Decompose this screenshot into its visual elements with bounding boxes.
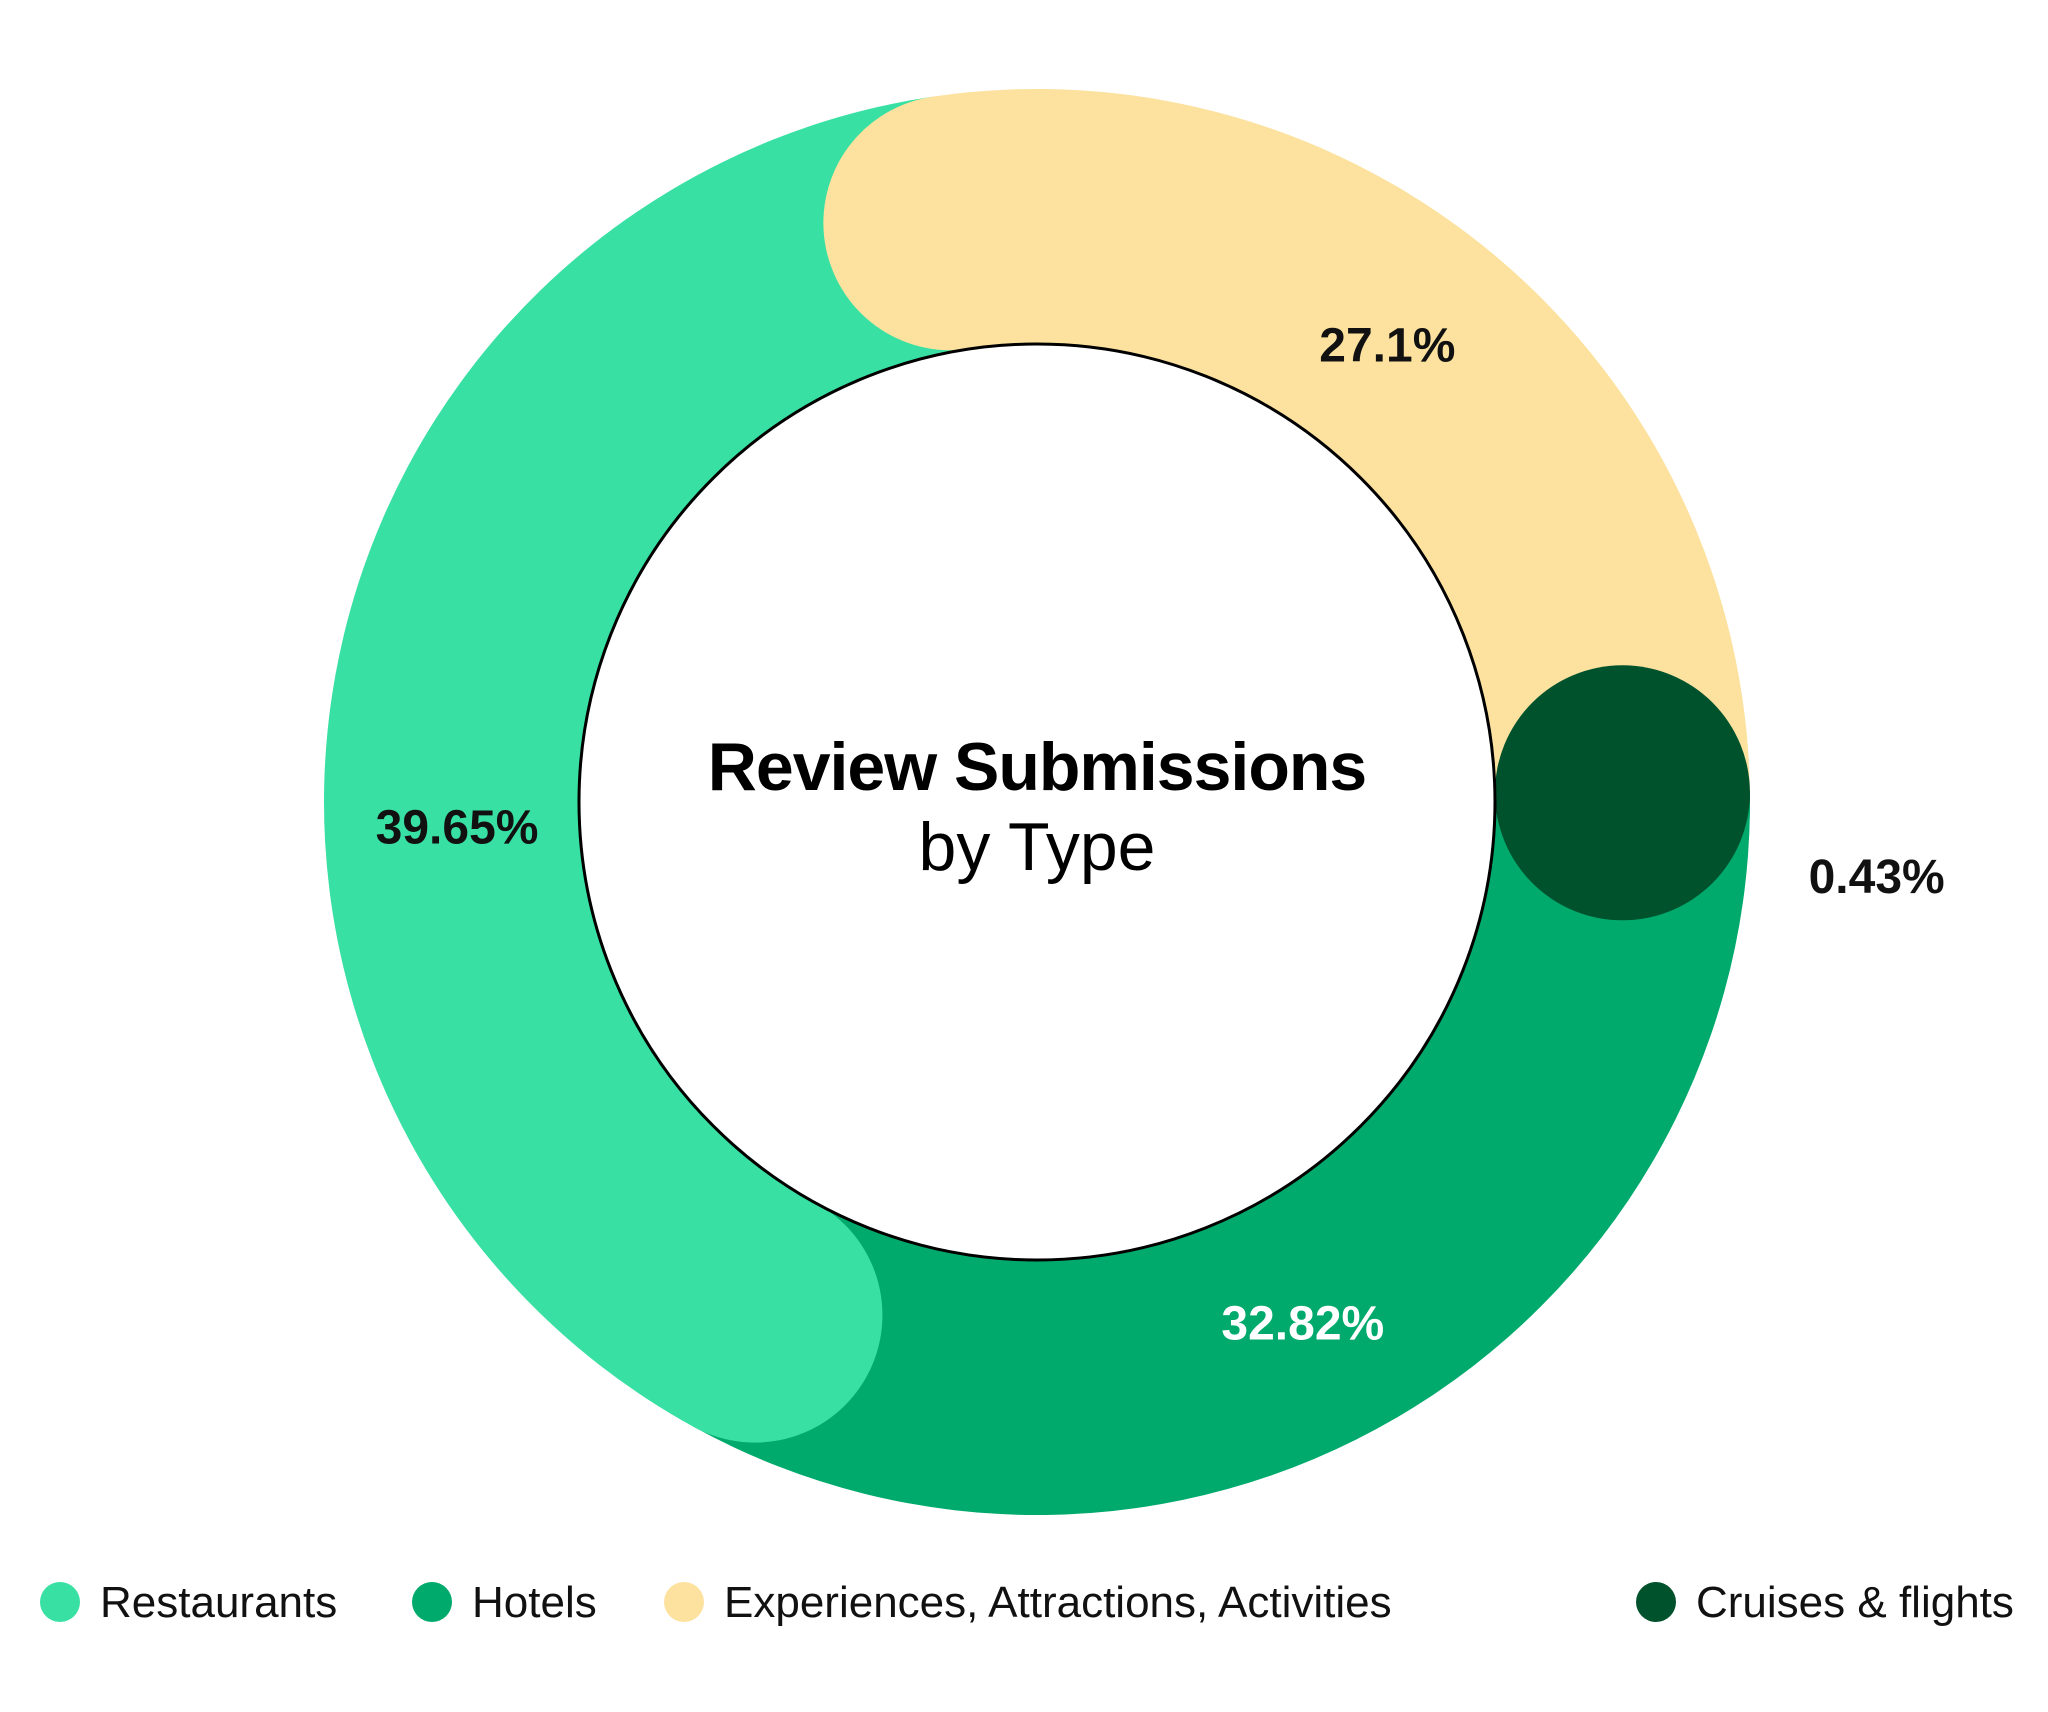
slice-cap-restaurants	[627, 1187, 883, 1443]
data-label-hotels: 32.82%	[1221, 1298, 1384, 1351]
legend-swatch	[40, 1582, 80, 1622]
legend-label: Experiences, Attractions, Activities	[724, 1578, 1392, 1627]
data-label-restaurants: 39.65%	[376, 801, 539, 854]
slice-restaurants	[324, 96, 970, 1427]
legend-item-experiences-attractions-activities: Experiences, Attractions, Activities	[664, 1578, 1392, 1627]
data-labels: 39.65% 32.82% 27.1% 0.43%	[376, 319, 1945, 1350]
legend-item-restaurants: Restaurants	[40, 1578, 337, 1627]
legend-label: Cruises & flights	[1696, 1578, 2014, 1627]
legend-label: Hotels	[472, 1578, 597, 1627]
donut-ring	[324, 89, 1750, 1515]
legend: Restaurants Hotels Experiences, Attraction…	[40, 1578, 2014, 1627]
legend-swatch	[1636, 1582, 1676, 1622]
slice-cap-cruises-flights	[1494, 665, 1750, 921]
slice-experiences-attractions-activities	[932, 89, 1750, 795]
donut-hole	[577, 342, 1497, 1262]
slice-hotels	[693, 807, 1750, 1515]
legend-item-hotels: Hotels	[412, 1578, 597, 1627]
chart-subtitle: by Type	[919, 809, 1156, 885]
legend-item-cruises-flights: Cruises & flights	[1636, 1578, 2014, 1627]
data-label-experiences-attractions-activities: 27.1%	[1319, 319, 1455, 372]
data-label-cruises-flights: 0.43%	[1809, 851, 1945, 904]
slice-cap-experiences-attractions-activities	[823, 95, 1079, 351]
legend-swatch	[412, 1582, 452, 1622]
chart-title: Review Submissions	[708, 729, 1366, 805]
legend-label: Restaurants	[100, 1578, 337, 1627]
legend-swatch	[664, 1582, 704, 1622]
